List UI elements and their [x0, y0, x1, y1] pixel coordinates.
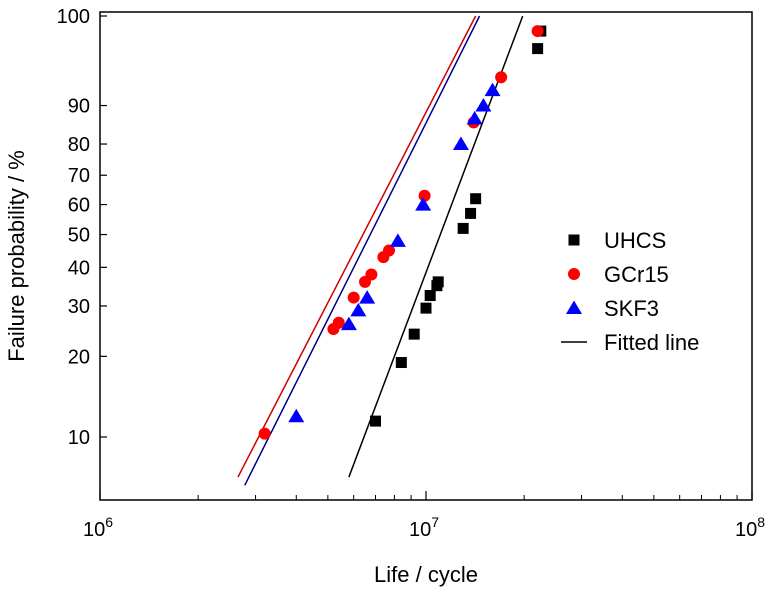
- data-point-uhcs: [465, 207, 477, 219]
- data-point-uhcs: [532, 43, 544, 55]
- y-tick-label: 70: [68, 165, 90, 187]
- y-tick-label: 60: [68, 195, 90, 217]
- data-point-skf3: [340, 316, 357, 331]
- legend-label: UHCS: [604, 228, 666, 253]
- data-point-uhcs: [470, 193, 482, 205]
- data-point-uhcs: [408, 328, 420, 340]
- y-tick-label: 90: [68, 96, 90, 118]
- y-tick-label: 80: [68, 134, 90, 156]
- data-point-gcr15: [347, 291, 360, 304]
- y-tick-label: 50: [68, 225, 90, 247]
- legend-label: Fitted line: [604, 330, 699, 355]
- legend-label: GCr15: [604, 262, 669, 287]
- y-tick-label: 100: [57, 6, 90, 28]
- fitted-line-gcr15: [237, 15, 477, 478]
- legend-marker-uhcs: [568, 234, 580, 246]
- data-point-skf3: [350, 302, 367, 317]
- data-point-skf3: [288, 408, 305, 423]
- legend: UHCS GCr15 SKF3 Fitted line: [561, 228, 699, 355]
- y-tick-label: 30: [68, 296, 90, 318]
- legend-label: SKF3: [604, 296, 659, 321]
- legend-marker-gcr15: [568, 268, 580, 280]
- data-point-skf3: [452, 136, 469, 151]
- data-point-gcr15: [495, 71, 508, 84]
- data-point-skf3: [475, 98, 492, 112]
- legend-marker-skf3: [566, 300, 582, 314]
- data-point-uhcs: [420, 302, 432, 314]
- data-point-gcr15: [531, 25, 544, 38]
- data-point-uhcs: [432, 276, 444, 288]
- data-point-skf3: [359, 290, 376, 304]
- x-tick-label: 106: [83, 514, 113, 541]
- x-tick-label: 107: [409, 514, 439, 541]
- y-axis-label: Failure probability / %: [4, 150, 29, 362]
- data-point-gcr15: [332, 316, 345, 329]
- data-point-skf3: [484, 82, 501, 97]
- data-point-skf3: [466, 111, 483, 125]
- fitted-line-uhcs: [348, 15, 524, 478]
- data-points: [258, 25, 547, 440]
- plot-frame: [99, 11, 753, 501]
- data-point-skf3: [389, 233, 406, 247]
- y-axis-ticks: 10 20 30 40 50 60 70 80 90 100: [57, 6, 107, 449]
- fitted-lines: [237, 15, 524, 486]
- data-point-uhcs: [457, 222, 469, 234]
- x-axis-label: Life / cycle: [374, 562, 478, 587]
- data-point-gcr15: [382, 244, 395, 257]
- data-point-gcr15: [258, 427, 271, 440]
- fitted-line-skf3: [244, 15, 481, 486]
- y-tick-label: 10: [68, 427, 90, 449]
- data-point-gcr15: [365, 268, 378, 281]
- data-point-uhcs: [370, 415, 382, 427]
- x-axis-ticks: 106 107 108: [83, 491, 765, 541]
- y-tick-label: 20: [68, 346, 90, 368]
- y-tick-label: 40: [68, 257, 90, 279]
- data-point-skf3: [415, 197, 432, 211]
- data-point-uhcs: [395, 357, 407, 369]
- data-point-uhcs: [424, 290, 436, 302]
- data-point-gcr15: [418, 189, 431, 202]
- x-tick-label: 108: [735, 514, 765, 541]
